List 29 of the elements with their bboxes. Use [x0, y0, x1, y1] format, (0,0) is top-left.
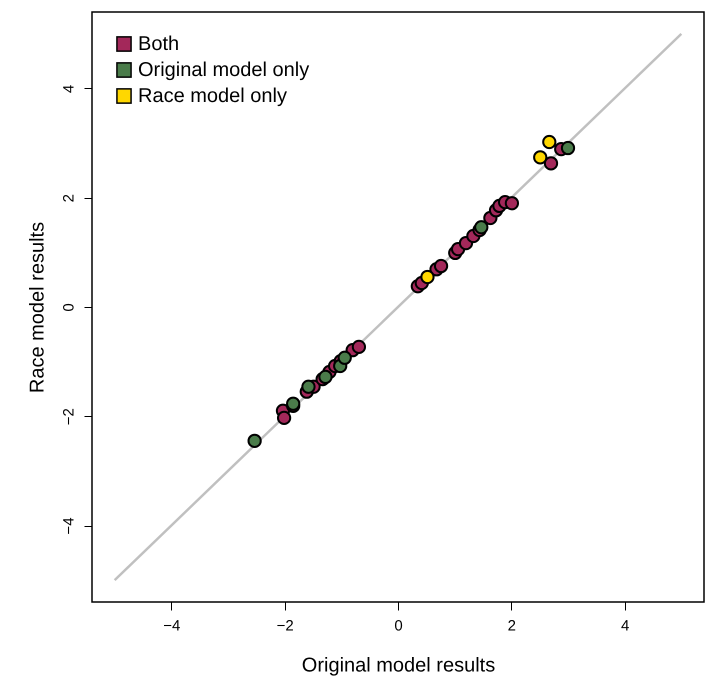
point — [352, 340, 366, 354]
point — [434, 258, 448, 274]
point — [338, 350, 352, 365]
x-tick-label: −2 — [276, 618, 294, 634]
legend-label: Race model only — [138, 85, 287, 107]
x-axis-title: Original model results — [302, 654, 496, 676]
point — [533, 150, 548, 164]
x-tick-label: −4 — [163, 618, 180, 634]
x-tick-label: 0 — [394, 618, 403, 634]
point — [474, 220, 488, 234]
point — [560, 140, 576, 156]
y-axis-title: Race model results — [26, 222, 48, 394]
x-tick-label: 2 — [508, 618, 516, 634]
point — [544, 156, 558, 170]
point — [276, 410, 292, 426]
legend-label: Original model only — [138, 59, 310, 81]
y-tick-label: 0 — [60, 303, 78, 312]
point — [504, 196, 520, 210]
y-tick-label: 2 — [60, 194, 78, 202]
y-tick-label: −2 — [60, 408, 78, 426]
point — [301, 380, 316, 394]
point — [248, 434, 262, 448]
legend-label: Both — [138, 33, 180, 55]
y-tick-label: −4 — [60, 517, 78, 535]
point — [420, 270, 435, 284]
point — [542, 134, 556, 150]
x-tick-label: 4 — [620, 618, 630, 634]
y-tick-label: 4 — [60, 84, 78, 94]
point — [318, 370, 333, 384]
